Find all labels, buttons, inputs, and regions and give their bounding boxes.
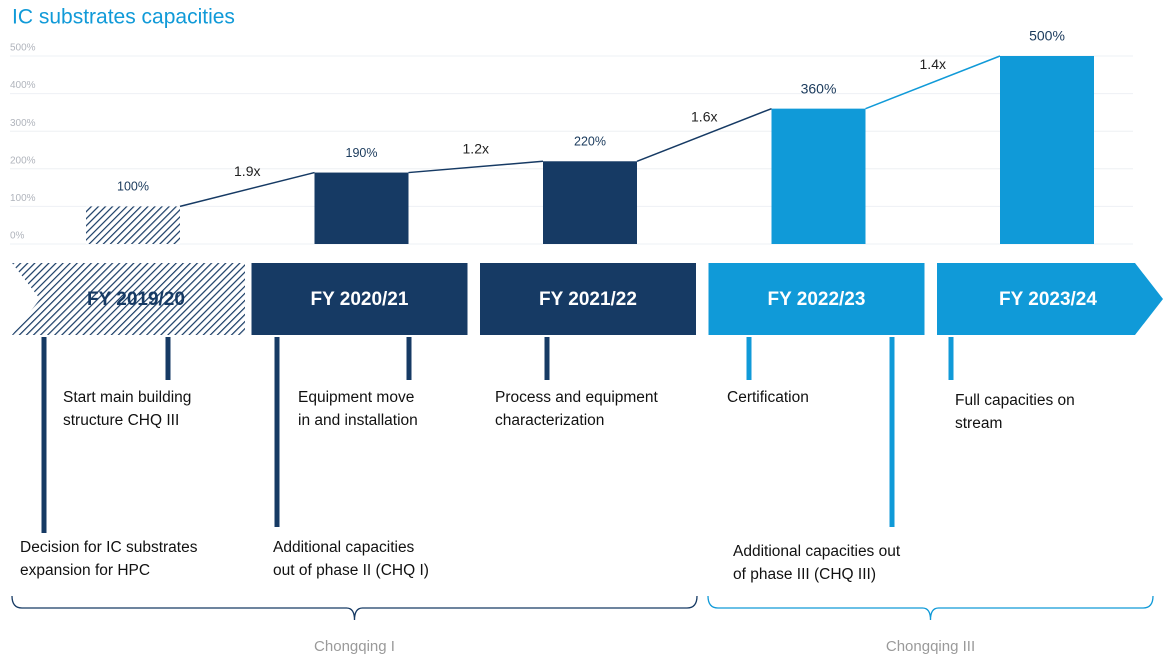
growth-label: 1.6x: [691, 109, 717, 125]
value-label: 190%: [346, 146, 378, 160]
timeline-label: FY 2019/20: [87, 289, 185, 310]
milestone-text: Equipment move: [298, 389, 414, 406]
region-label: Chongqing III: [886, 638, 975, 655]
milestone-text: in and installation: [298, 412, 418, 429]
timeline-label: FY 2021/22: [539, 289, 637, 310]
milestone-text: Certification: [727, 389, 809, 406]
growth-connector: [179, 171, 315, 208]
timeline-box: [937, 263, 1163, 335]
timeline-label: FY 2022/23: [768, 289, 866, 310]
milestone-text: Process and equipment: [495, 389, 659, 406]
bar: [771, 108, 866, 244]
y-tick-label: 500%: [10, 43, 36, 54]
value-label: 360%: [801, 80, 837, 96]
y-tick-label: 100%: [10, 193, 36, 204]
region-brace: [707, 595, 1154, 621]
milestone-text: Additional capacities: [273, 539, 415, 556]
bar: [1000, 56, 1094, 244]
timeline-box: [12, 263, 245, 335]
y-tick-label: 200%: [10, 155, 36, 166]
milestone-text: characterization: [495, 412, 604, 429]
y-tick-label: 300%: [10, 118, 36, 129]
milestone-text: Start main building: [63, 389, 191, 406]
region-label: Chongqing I: [314, 638, 395, 655]
milestone-text: Decision for IC substrates: [20, 539, 198, 556]
growth-connector: [636, 107, 772, 162]
growth-label: 1.2x: [463, 141, 489, 157]
value-label: 100%: [117, 180, 149, 194]
bar: [314, 172, 409, 244]
milestone-text: Full capacities on: [955, 392, 1075, 409]
growth-connector: [408, 160, 544, 174]
growth-connector: [865, 55, 1001, 110]
region-brace: [11, 595, 698, 621]
milestone-text: Additional capacities out: [733, 543, 901, 560]
value-label: 220%: [574, 135, 606, 149]
milestone-text: out of phase II (CHQ I): [273, 562, 429, 579]
growth-label: 1.4x: [920, 56, 946, 72]
milestone-text: structure CHQ III: [63, 412, 179, 429]
timeline-box: [251, 263, 468, 335]
timeline-label: FY 2023/24: [999, 289, 1097, 310]
timeline-box: [708, 263, 925, 335]
milestone-text: stream: [955, 415, 1002, 432]
y-tick-label: 400%: [10, 80, 36, 91]
growth-label: 1.9x: [234, 163, 260, 179]
timeline-label: FY 2020/21: [311, 289, 409, 310]
milestone-text: of phase III (CHQ III): [733, 566, 876, 583]
bar: [86, 206, 180, 244]
milestone-text: expansion for HPC: [20, 562, 150, 579]
bar: [543, 161, 637, 244]
value-label: 500%: [1029, 28, 1065, 44]
timeline-box: [480, 263, 696, 335]
y-tick-label: 0%: [10, 231, 25, 242]
chart-title: IC substrates capacities: [12, 6, 235, 29]
